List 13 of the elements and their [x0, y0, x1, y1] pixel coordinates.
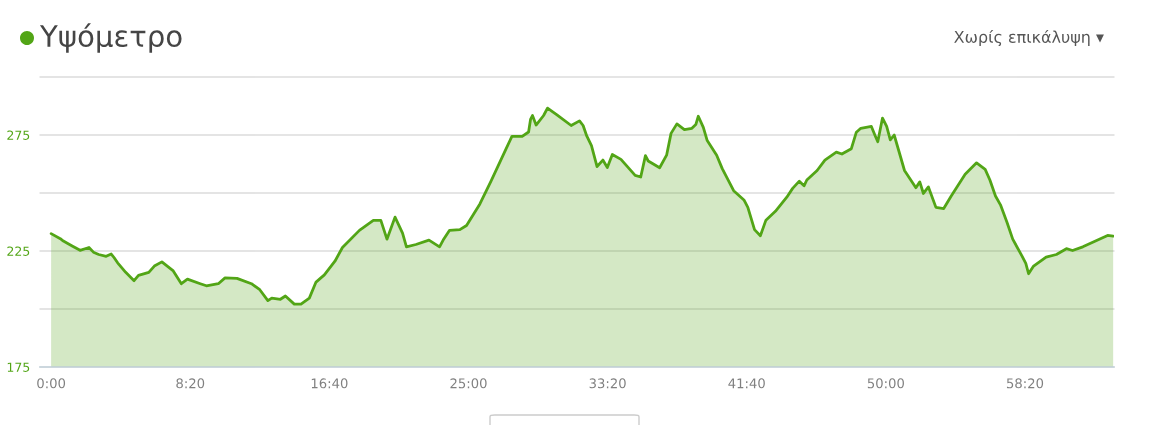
y-tick-label: 175: [7, 362, 30, 372]
x-tick-label: 41:40: [728, 378, 765, 389]
x-tick-label: 0:00: [37, 378, 66, 389]
x-tick-label: 33:20: [589, 378, 626, 389]
text: Χωρίς επικάλυψη ▾: [954, 29, 1104, 47]
x-tick-label: 16:40: [311, 378, 348, 389]
x-tick-label: 25:00: [450, 378, 487, 389]
y-tick-label: 225: [7, 246, 30, 256]
x-tick-label: 8:20: [176, 378, 205, 389]
x-tick-label: 58:20: [1006, 378, 1044, 389]
x-tick-label: 50:00: [867, 378, 904, 389]
chart-title: Υψόμετρο: [39, 23, 182, 53]
y-tick-label: 275: [7, 130, 30, 140]
